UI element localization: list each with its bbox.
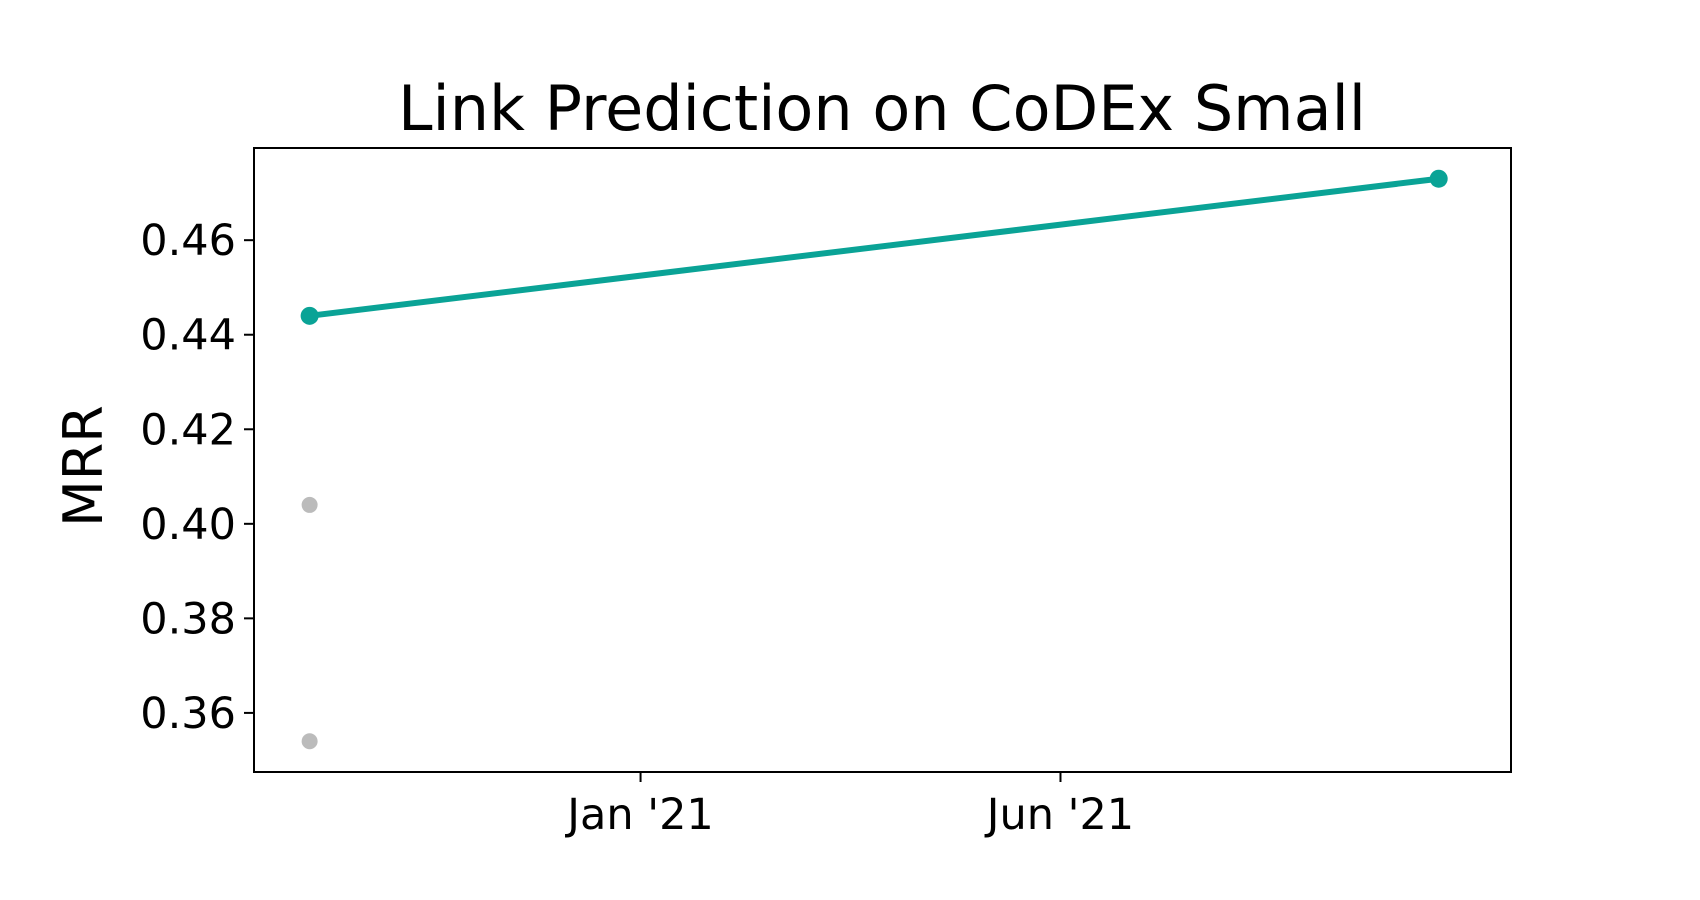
- y-tick-label: 0.36: [140, 689, 236, 739]
- x-tick-label: Jan '21: [564, 790, 714, 840]
- plot-frame: [253, 147, 1512, 773]
- data-point: [1429, 169, 1448, 188]
- x-tick-label: Jun '21: [984, 790, 1134, 840]
- data-point: [300, 306, 319, 325]
- y-tick-label: 0.40: [140, 500, 236, 550]
- y-tick-label: 0.44: [140, 311, 236, 361]
- y-tick-label: 0.42: [140, 405, 236, 455]
- chart-title: Link Prediction on CoDEx Small: [398, 72, 1366, 145]
- series-line: [306, 175, 1442, 319]
- y-axis-label: MRR: [52, 405, 115, 527]
- series-layer: [300, 169, 1448, 750]
- data-point: [301, 496, 318, 513]
- ticks-layer: 0.36 0.38 0.40 0.42 0.44 0.46 Jan '21 Jun '21: [140, 216, 1134, 840]
- y-tick-label: 0.46: [140, 216, 236, 266]
- data-point: [301, 733, 318, 750]
- y-tick-label: 0.38: [140, 594, 236, 644]
